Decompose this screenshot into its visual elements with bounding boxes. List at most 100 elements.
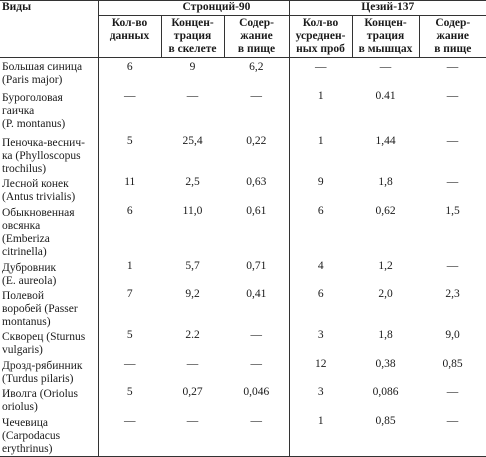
table-cell: —	[446, 175, 459, 188]
subcolumn-header: Содер- жание в пище	[418, 15, 486, 58]
species-name-line: erythrinus)	[2, 442, 53, 455]
table-cell: 9,2	[185, 287, 200, 300]
table-cell: 6	[97, 57, 161, 90]
table-header: Виды Стронций-90 Цезий-137 Кол-во данных…	[0, 0, 486, 58]
table-cell: 0,62	[375, 204, 396, 217]
table-cell: 0,71	[246, 259, 267, 272]
group-header-cesium: Цезий-137	[288, 0, 486, 16]
species-name-line: Буроголовая	[2, 91, 63, 104]
table-cell: 1	[288, 89, 353, 135]
table-cell: 1,5	[445, 204, 460, 217]
table-cell: 11	[97, 175, 161, 205]
table-cell: 3	[288, 328, 353, 358]
species-name-line: гаичка	[2, 104, 35, 117]
species-name-line: citrinella)	[2, 245, 47, 258]
table-cell: 5	[97, 134, 161, 176]
subcolumn-header-line: в мышцах	[358, 43, 413, 55]
subcolumn-header-line: Содер-	[435, 17, 471, 29]
species-name-line: Иволга (Oriolus	[2, 387, 79, 400]
species-name-line: Обыкновенная	[2, 206, 75, 219]
table-cell: 0,22	[246, 134, 267, 147]
species-name-line: (P. montanus)	[2, 117, 66, 130]
table-cell: 0,85	[442, 357, 463, 370]
species-name-line: montanus)	[2, 315, 51, 328]
subcolumn-header-line: трация	[173, 30, 212, 42]
species-name: Чечевица (Carpodacus erythrinus)	[0, 414, 98, 457]
table-cell: 11,0	[182, 204, 203, 217]
species-name: Пеночка-веснич-ка (Phylloscopus trochilus…	[0, 135, 98, 176]
table-cell: 5	[97, 385, 161, 415]
species-name-line: (Antus trivialis)	[2, 190, 76, 203]
table-row: Скворец (Sturnus vulgaris) 5 2.2 — 3 1,8 …	[0, 328, 486, 358]
species-name: Полевой воробей (Passer montanus)	[0, 288, 98, 329]
species-name-line: воробей (Passer	[2, 302, 78, 315]
species-name-line: Большая синица	[2, 61, 83, 73]
species-name-line: Чечевица	[2, 416, 49, 429]
table-cell: 1,8	[378, 328, 393, 341]
table-row: Дубровник (E. aureola) 1 5,7 0,71 4 1,2 —	[0, 259, 486, 288]
species-name-line: Скворец (Sturnus	[2, 330, 86, 343]
table-cell: —	[446, 89, 459, 102]
table-cell: 1,8	[378, 175, 393, 188]
subcolumn-header-line: трация	[366, 30, 405, 42]
species-name: Дубровник (E. aureola)	[0, 260, 98, 288]
table-cell: 0.41	[375, 89, 396, 102]
subcolumn-header-line: Содер-	[239, 17, 274, 29]
table-cell: —	[446, 61, 459, 73]
subcolumn-header-line: ных проб	[296, 43, 345, 55]
table-cell: —	[97, 357, 161, 386]
subcolumn-header-line: данных	[109, 30, 150, 42]
subcolumn-header: Концен- трация в скелете	[160, 15, 224, 58]
table-cell: 1,2	[378, 259, 393, 272]
table-cell: 0,086	[372, 385, 399, 398]
subcolumn-header-line: в скелете	[168, 43, 217, 55]
table-cell: 0,27	[182, 385, 203, 398]
table-cell: 0,38	[375, 357, 396, 370]
species-name-line: Дубровник	[2, 261, 57, 274]
subcolumn-header-line: Концен-	[171, 17, 214, 29]
table-cell: 25,4	[182, 134, 203, 147]
table-cell: 5,7	[185, 259, 200, 272]
species-name-line: (Turdus pilaris)	[2, 372, 74, 385]
table-row: Большая синица (Paris major) 6 9 6,2 — — …	[0, 57, 486, 90]
table-cell: —	[97, 89, 161, 135]
table-cell: 2,5	[185, 175, 200, 188]
species-name-line: Пеночка-веснич-	[2, 136, 85, 149]
table-cell: 2.2	[185, 328, 200, 341]
table-cell: 6	[288, 204, 353, 260]
table-cell: —	[97, 414, 161, 457]
table-cell: 0,41	[246, 287, 267, 300]
species-name: Обыкновенная овсянка (Emberiza citrinella)	[0, 205, 98, 260]
table-cell: 4	[288, 259, 353, 288]
table-cell: 0,61	[246, 204, 267, 217]
subcolumn-header: Концен- трация в мышцах	[351, 15, 420, 58]
table-cell: 0,63	[246, 175, 267, 188]
table-cell: 9	[189, 61, 196, 73]
species-name-line: (E. aureola)	[2, 274, 57, 287]
species-name-line: Дрозд-рябинник	[2, 359, 83, 372]
species-name-line: oriolus)	[2, 400, 38, 413]
table-cell: —	[288, 57, 353, 90]
species-name: Буроголовая гаичка (P. montanus)	[0, 90, 98, 135]
table-cell: 7	[97, 287, 161, 329]
species-name-line: (Paris major)	[2, 74, 63, 86]
table-body: Большая синица (Paris major) 6 9 6,2 — — …	[0, 57, 486, 457]
table-cell: —	[250, 357, 263, 370]
subcolumn-header-line: жание	[240, 30, 273, 42]
table-cell: 1	[288, 134, 353, 176]
table-cell: —	[161, 414, 224, 457]
table-row: Лесной конек (Antus trivialis) 11 2,5 0,6…	[0, 175, 486, 205]
table-cell: —	[446, 259, 459, 272]
species-name-line: ка (Phylloscopus	[2, 149, 81, 162]
table-cell: 0,85	[352, 414, 420, 457]
species-name: Лесной конек (Antus trivialis)	[0, 176, 98, 205]
species-name-line: vulgaris)	[2, 343, 43, 356]
species-name-line: (Carpodacus	[2, 429, 61, 442]
table-cell: 5	[97, 328, 161, 358]
table-cell: 1,44	[375, 134, 396, 147]
subcolumn-header-line: Кол-во	[111, 17, 148, 29]
table-cell: —	[446, 385, 459, 398]
species-name-line: trochilus)	[2, 162, 47, 175]
table-cell: 2,0	[378, 287, 393, 300]
